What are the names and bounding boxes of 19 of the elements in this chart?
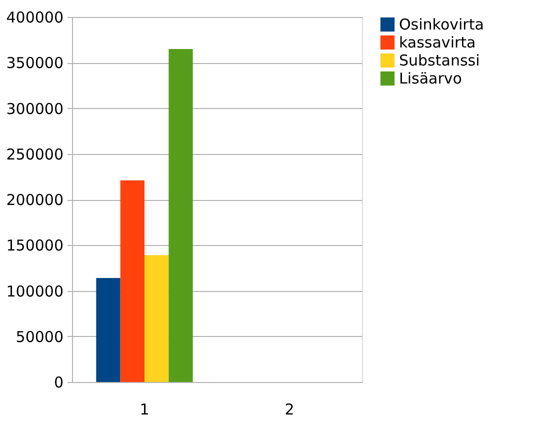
x-tick-label: 1 bbox=[140, 400, 150, 418]
y-tick-label: 50000 bbox=[16, 328, 64, 346]
y-tick-label: 400000 bbox=[6, 8, 64, 26]
y-tick-label: 350000 bbox=[6, 54, 64, 72]
y-tick-label: 100000 bbox=[6, 282, 64, 300]
y-tick-label: 200000 bbox=[6, 191, 64, 209]
bar bbox=[120, 180, 144, 382]
legend-label: Substanssi bbox=[399, 52, 480, 70]
legend-label: Osinkovirta bbox=[399, 16, 484, 34]
bar bbox=[144, 255, 169, 382]
x-tick-label: 2 bbox=[284, 400, 294, 418]
y-tick-label: 300000 bbox=[6, 100, 64, 118]
y-tick-label: 0 bbox=[54, 374, 64, 392]
y-tick-label: 150000 bbox=[6, 236, 64, 255]
bar bbox=[96, 278, 120, 382]
legend-label: kassavirta bbox=[399, 34, 476, 52]
y-tick-label: 250000 bbox=[6, 145, 64, 164]
bar bbox=[168, 48, 193, 382]
legend-label: Lisäarvo bbox=[399, 70, 462, 88]
